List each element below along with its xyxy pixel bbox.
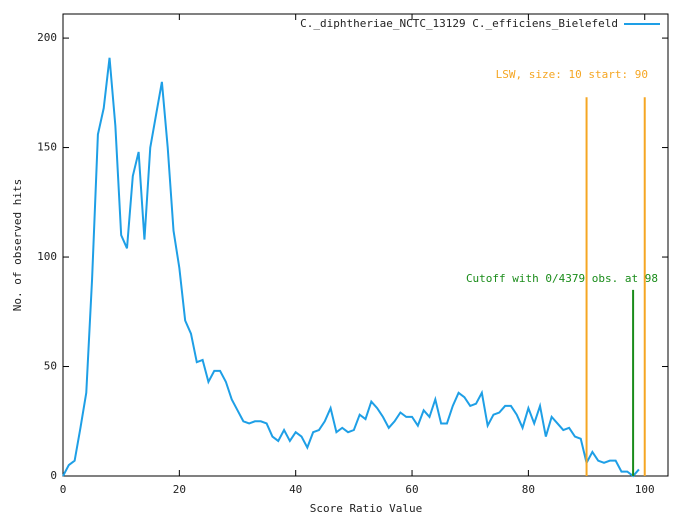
x-axis-label: Score Ratio Value	[310, 502, 423, 515]
y-tick-label: 200	[37, 31, 57, 44]
x-tick-label: 80	[522, 483, 535, 496]
plot-frame	[62, 13, 669, 477]
x-tick-label: 0	[60, 483, 67, 496]
annotation: LSW, size: 10 start: 90	[496, 68, 648, 81]
legend-label: C._diphtheriae_NCTC_13129 C._efficiens_B…	[300, 17, 618, 30]
y-tick-label: 50	[44, 360, 57, 373]
x-tick-label: 60	[405, 483, 418, 496]
y-axis-label: No. of observed hits	[11, 179, 24, 311]
x-tick-label: 100	[635, 483, 655, 496]
data-line	[62, 57, 640, 478]
x-tick-label: 20	[173, 483, 186, 496]
y-tick-label: 150	[37, 141, 57, 154]
annotation: Cutoff with 0/4379 obs. at 98	[466, 272, 658, 285]
y-tick-label: 100	[37, 250, 57, 263]
y-tick-label: 0	[50, 469, 57, 482]
x-tick-label: 40	[289, 483, 302, 496]
